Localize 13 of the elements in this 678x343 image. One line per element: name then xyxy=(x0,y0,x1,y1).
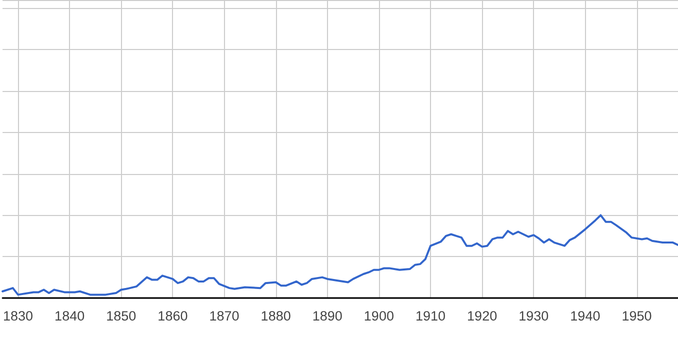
x-tick-label: 1850 xyxy=(106,308,136,324)
x-tick-label: 1950 xyxy=(622,308,652,324)
x-tick-label: 1870 xyxy=(209,308,240,324)
x-tick-label: 1860 xyxy=(158,308,188,324)
x-tick-label: 1920 xyxy=(467,308,498,324)
x-tick-label: 1880 xyxy=(260,308,291,324)
x-tick-label: 1930 xyxy=(518,308,549,324)
x-tick-label: 1890 xyxy=(312,308,342,324)
x-tick-label: 1840 xyxy=(54,308,85,324)
x-tick-label: 1830 xyxy=(2,308,34,324)
x-tick-label: 1900 xyxy=(364,308,394,324)
x-tick-label: 1910 xyxy=(415,308,446,324)
x-tick-label: 1940 xyxy=(570,308,600,324)
